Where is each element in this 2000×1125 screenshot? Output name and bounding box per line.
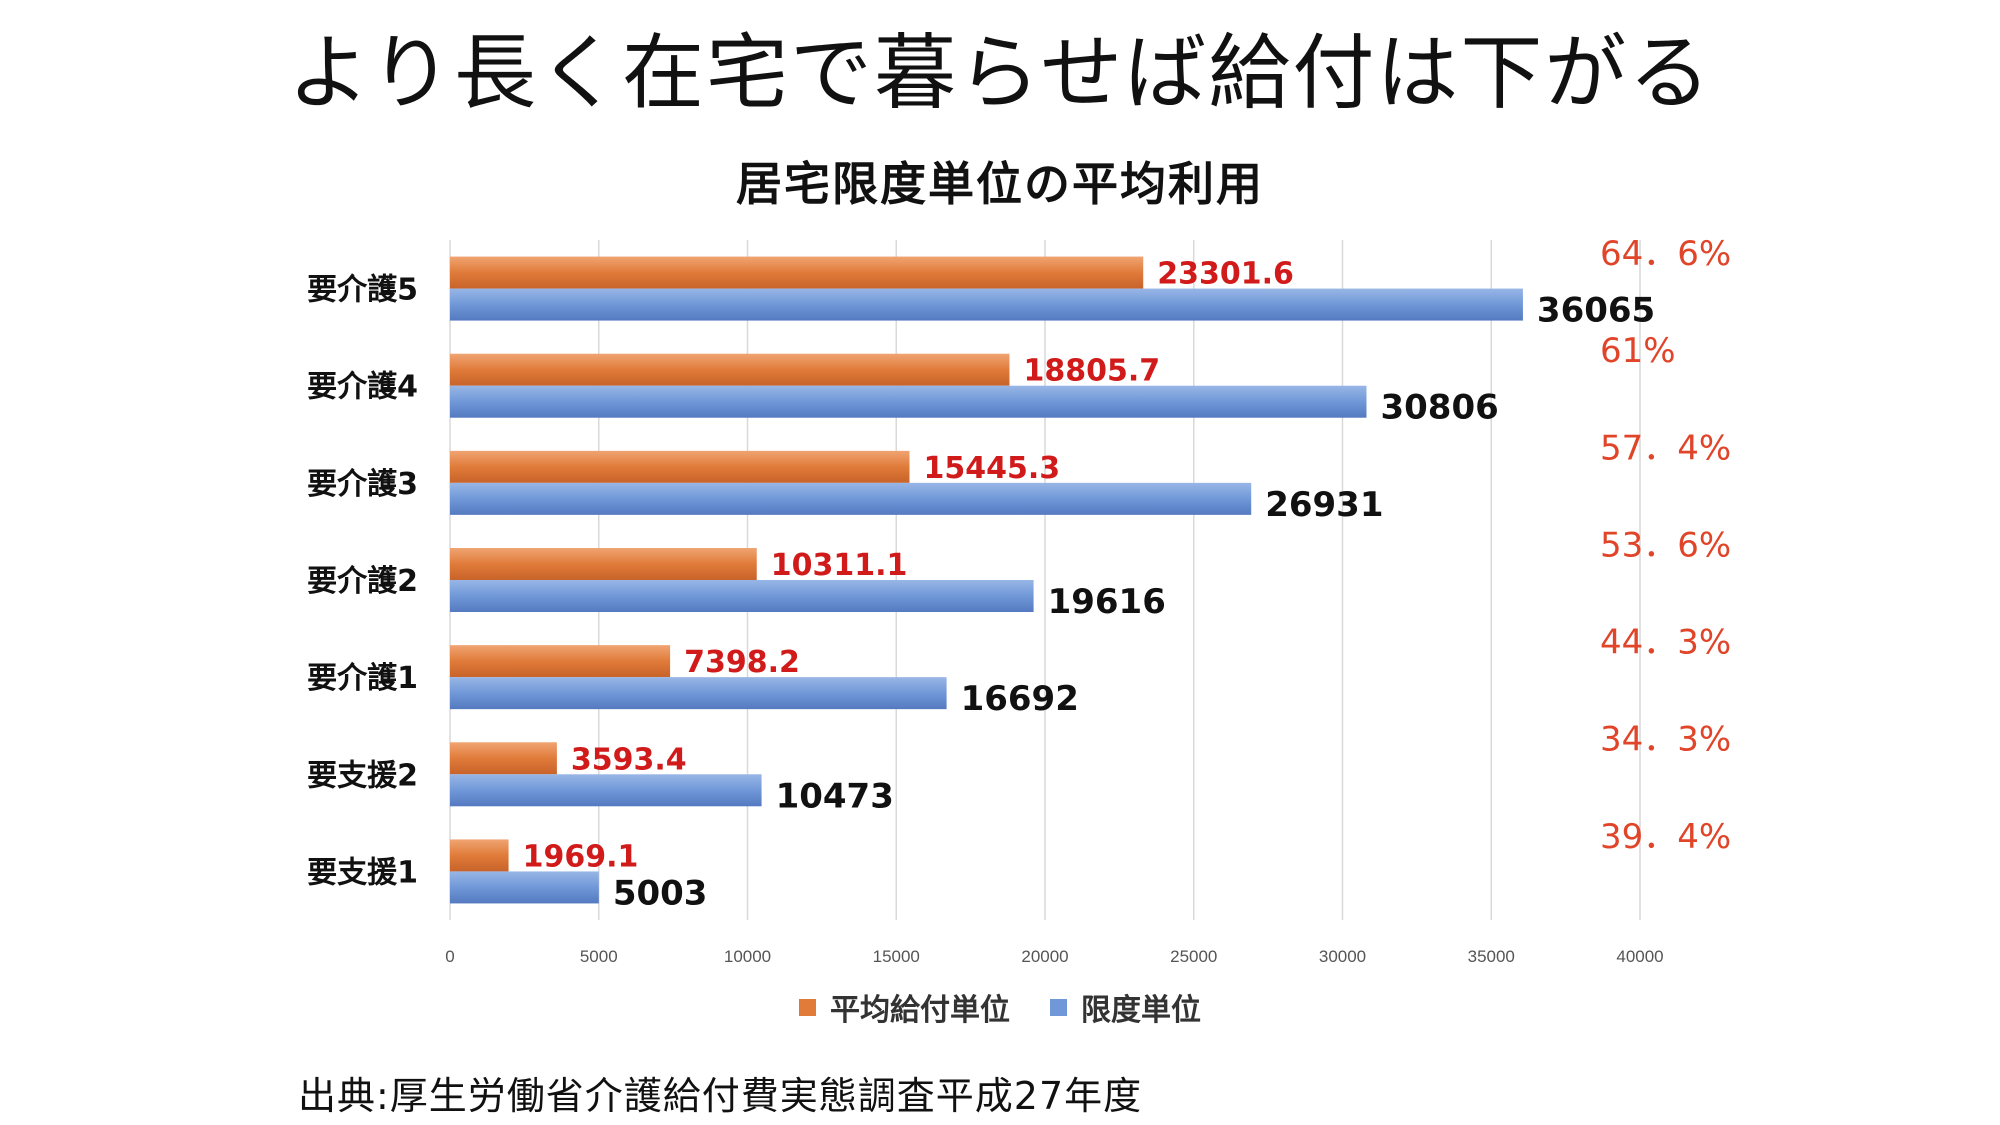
value-label-average-0: 23301.6	[1157, 257, 1294, 292]
x-tick-label-15000: 15000	[873, 947, 920, 966]
slide-title: より長く在宅で暮らせば給付は下がる	[287, 26, 1713, 121]
legend-label-limit: 限度単位	[1081, 993, 1201, 1028]
legend-item-limit: 限度単位	[1050, 985, 1201, 1029]
legend-swatch-average	[799, 998, 816, 1016]
value-label-average-3: 10311.1	[771, 548, 908, 583]
category-label-2: 要介護3	[307, 467, 418, 502]
category-label-1: 要介護4	[307, 370, 418, 405]
bar-limit-4	[450, 677, 947, 710]
bar-limit-5	[450, 774, 762, 807]
value-label-limit-6: 5003	[613, 873, 708, 913]
category-label-4: 要介護1	[307, 661, 418, 696]
legend-item-average: 平均給付単位	[799, 985, 1010, 1029]
bar-average-1	[450, 353, 1010, 386]
source-note: 出典:厚生労働省介護給付費実態調査平成27年度	[298, 1074, 1143, 1118]
x-tick-label-30000: 30000	[1319, 947, 1366, 966]
percent-label-4: 44．3%	[1600, 623, 1731, 663]
legend: 平均給付単位 限度単位	[0, 985, 2000, 1029]
bar-limit-6	[450, 871, 599, 904]
x-tick-label-40000: 40000	[1616, 947, 1663, 966]
chart-title: 居宅限度単位の平均利用	[736, 157, 1264, 211]
value-label-limit-4: 16692	[961, 679, 1079, 719]
percent-label-2: 57．4%	[1600, 428, 1731, 468]
value-label-average-1: 18805.7	[1023, 354, 1160, 389]
value-label-limit-1: 30806	[1380, 388, 1498, 428]
value-label-limit-3: 19616	[1048, 582, 1166, 622]
value-label-average-5: 3593.4	[571, 742, 687, 777]
legend-label-average: 平均給付単位	[830, 993, 1010, 1028]
x-tick-label-25000: 25000	[1170, 947, 1217, 966]
bar-average-4	[450, 645, 671, 678]
percent-label-3: 53．6%	[1600, 525, 1731, 565]
value-label-average-4: 7398.2	[684, 645, 800, 680]
bar-average-6	[450, 839, 509, 872]
x-tick-label-35000: 35000	[1468, 947, 1515, 966]
category-label-6: 要支援1	[307, 855, 418, 890]
bar-limit-2	[450, 482, 1252, 515]
value-label-limit-0: 36065	[1537, 291, 1655, 331]
bar-average-2	[450, 450, 910, 483]
x-tick-label-5000: 5000	[580, 947, 618, 966]
value-label-limit-5: 10473	[776, 776, 894, 816]
bar-average-5	[450, 742, 557, 775]
bar-average-0	[450, 256, 1144, 289]
legend-swatch-limit	[1050, 998, 1067, 1016]
category-label-3: 要介護2	[307, 564, 418, 599]
bar-limit-1	[450, 385, 1367, 418]
value-label-average-6: 1969.1	[523, 839, 639, 874]
x-tick-label-10000: 10000	[724, 947, 771, 966]
category-label-5: 要支援2	[307, 758, 418, 793]
category-label-0: 要介護5	[307, 273, 418, 308]
bar-limit-0	[450, 288, 1523, 321]
bar-limit-3	[450, 580, 1034, 612]
value-label-average-2: 15445.3	[923, 451, 1060, 486]
x-tick-label-0: 0	[445, 947, 454, 966]
percent-label-5: 34．3%	[1600, 720, 1731, 760]
x-tick-label-20000: 20000	[1021, 947, 1068, 966]
bar-chart: 0 5000 10000 15000 20000 25000 30000 35000 40000…	[307, 234, 1731, 966]
bar-average-3	[450, 548, 757, 580]
value-label-limit-2: 26931	[1265, 485, 1383, 525]
percent-label-1: 61%	[1600, 331, 1676, 371]
percent-label-0: 64．6%	[1600, 234, 1731, 274]
percent-label-6: 39．4%	[1600, 817, 1731, 857]
